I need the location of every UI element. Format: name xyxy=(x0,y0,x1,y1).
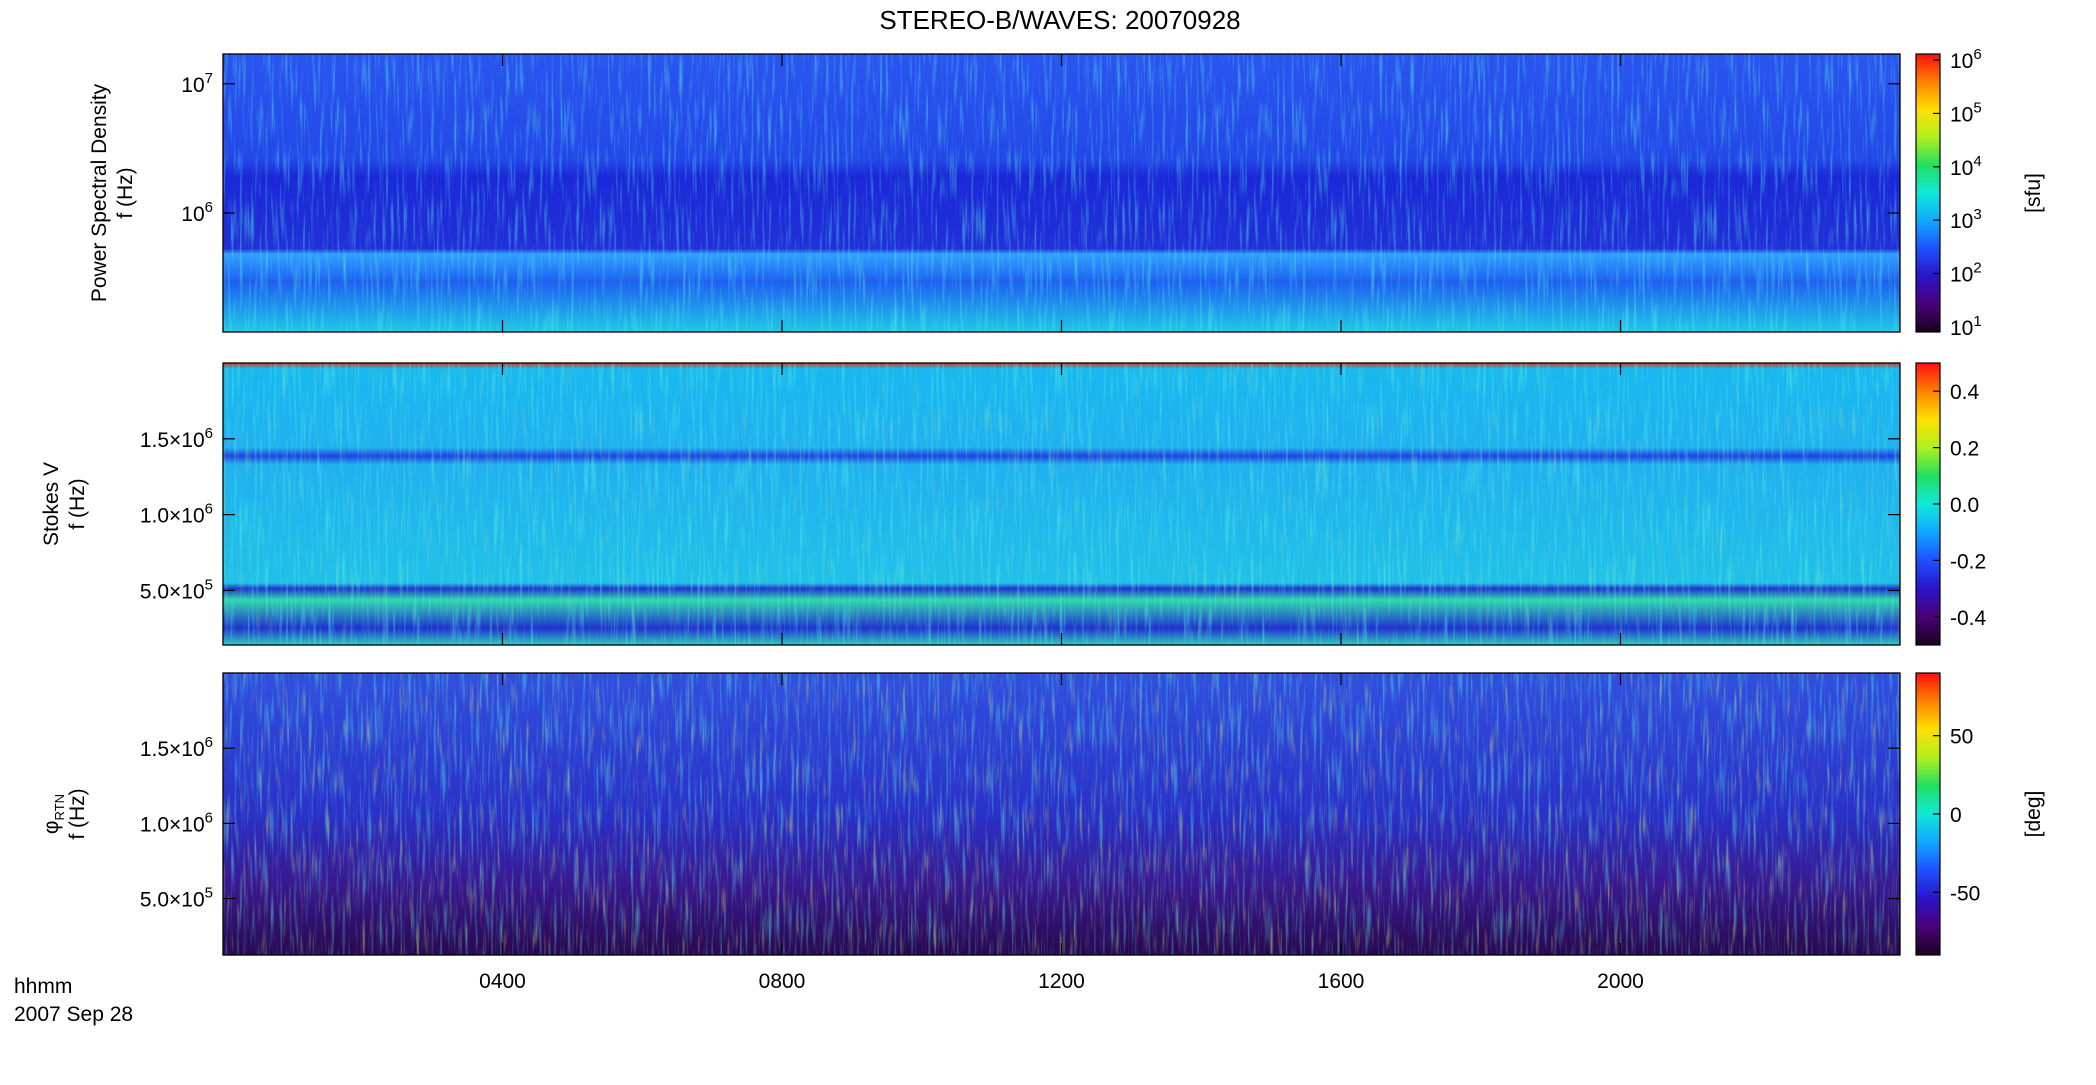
text-part: 1 xyxy=(1973,313,1981,330)
y-axis-label: Stokes V xyxy=(40,462,63,546)
text-part: f (Hz) xyxy=(114,167,137,218)
y-axis-label: f (Hz) xyxy=(114,167,137,218)
colorbar xyxy=(1915,53,1941,333)
y-axis-label: f (Hz) xyxy=(66,478,89,529)
y-tick-label: 5.0×105 xyxy=(140,885,213,912)
text-part: 1.5×10 xyxy=(140,429,205,452)
colorbar-tick-label: 0.4 xyxy=(1950,381,1980,404)
text-part: 10 xyxy=(1950,157,1973,180)
text-part: 6 xyxy=(205,425,213,442)
x-tick-label: 0400 xyxy=(479,970,526,993)
text-part: 6 xyxy=(205,199,213,216)
text-part: f (Hz) xyxy=(66,788,89,839)
text-part: 10 xyxy=(1950,103,1973,126)
colorbar-label: [deg] xyxy=(2022,791,2045,838)
text-part: 7 xyxy=(205,70,213,87)
colorbar-tick-label: 102 xyxy=(1950,259,1982,286)
colorbar-tick-label: 0.0 xyxy=(1950,494,1979,517)
text-part: RTN xyxy=(52,794,67,820)
text-part: 5 xyxy=(1973,99,1981,116)
text-part: 1.0×10 xyxy=(140,813,205,836)
colorbar-tick-label: 106 xyxy=(1950,46,1982,73)
y-tick-label: 106 xyxy=(181,199,213,226)
text-part: 6 xyxy=(205,501,213,518)
y-axis-label: f (Hz) xyxy=(66,788,89,839)
colorbar-tick-label: 103 xyxy=(1950,206,1982,233)
colorbar-tick-label: 101 xyxy=(1950,313,1982,340)
spectrogram-texture xyxy=(223,363,1900,645)
date-label: 2007 Sep 28 xyxy=(14,1003,133,1026)
text-part: 4 xyxy=(1973,153,1981,170)
text-part: φ xyxy=(40,820,63,834)
spectrogram-texture xyxy=(223,673,1900,955)
x-tick-label: 1600 xyxy=(1318,970,1365,993)
x-tick-label: 0800 xyxy=(759,970,806,993)
x-axis-label: hhmm xyxy=(14,975,72,998)
y-tick-label: 1.5×106 xyxy=(140,734,213,761)
text-part: 10 xyxy=(181,203,204,226)
colorbar-tick-label: 0.2 xyxy=(1950,438,1979,461)
text-part: 6 xyxy=(1973,46,1981,63)
y-axis-label: Power Spectral Density xyxy=(88,83,111,302)
text-part: Power Spectral Density xyxy=(88,83,111,302)
y-tick-label: 1.0×106 xyxy=(140,809,213,836)
x-tick-label: 2000 xyxy=(1597,970,1644,993)
y-axis-label: φRTN xyxy=(40,794,67,834)
text-part: 6 xyxy=(205,734,213,751)
colorbar-tick-label: -50 xyxy=(1950,882,1980,905)
y-tick-label: 1.5×106 xyxy=(140,425,213,452)
spectrogram-texture xyxy=(223,54,1900,332)
x-tick-label: 1200 xyxy=(1038,970,1085,993)
y-tick-label: 107 xyxy=(181,70,213,97)
text-part: 5.0×10 xyxy=(140,580,205,603)
text-part: 5.0×10 xyxy=(140,889,205,912)
text-part: 2 xyxy=(1973,259,1981,276)
text-part: 6 xyxy=(205,809,213,826)
colorbar-tick-label: 0 xyxy=(1950,804,1962,827)
text-part: 5 xyxy=(205,576,213,593)
text-part: 10 xyxy=(1950,317,1973,340)
colorbar-tick-label: 50 xyxy=(1950,726,1973,749)
y-tick-label: 1.0×106 xyxy=(140,501,213,528)
text-part: 3 xyxy=(1973,206,1981,223)
chart-title: STEREO-B/WAVES: 20070928 xyxy=(879,5,1240,35)
text-part: 10 xyxy=(181,74,204,97)
text-part: Stokes V xyxy=(40,462,63,546)
text-part: 10 xyxy=(1950,263,1973,286)
colorbar-tick-label: 104 xyxy=(1950,153,1982,180)
text-part: f (Hz) xyxy=(66,478,89,529)
colorbar-tick-label: -0.2 xyxy=(1950,550,1986,573)
colorbar-tick-label: -0.4 xyxy=(1950,607,1987,630)
colorbar-tick-label: 105 xyxy=(1950,99,1982,126)
text-part: 10 xyxy=(1950,210,1973,233)
text-part: 0.0 xyxy=(1950,494,1979,517)
colorbar-label: [sfu] xyxy=(2022,173,2045,213)
text-part: 10 xyxy=(1950,50,1973,73)
text-part: 1.5×10 xyxy=(140,738,205,761)
y-tick-label: 5.0×105 xyxy=(140,576,213,603)
text-part: 1.0×10 xyxy=(140,505,205,528)
text-part: 5 xyxy=(205,885,213,902)
